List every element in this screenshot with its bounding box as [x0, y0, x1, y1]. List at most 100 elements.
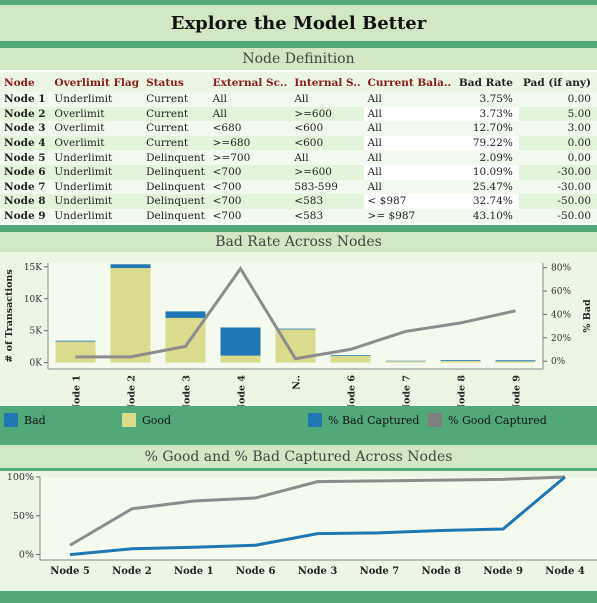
captured-chart: 0% 50% 100% Node 5 Node 2 Node 1 Node 6 Node 3 N… [7, 472, 597, 577]
y-tick-label: 5K [30, 327, 43, 337]
bar-good[interactable] [55, 341, 96, 363]
x-tick-label: Node 4 [237, 375, 248, 406]
table-cell: 0.00 [518, 135, 597, 151]
bar-good[interactable] [110, 268, 151, 363]
column-header[interactable]: Overlimit Flag [54, 77, 140, 89]
legend-item[interactable]: Good [122, 412, 171, 428]
table-cell: Delinquent [142, 150, 209, 165]
table-cell: 3.73% [454, 106, 519, 122]
node-cell: Node 8 [0, 194, 51, 209]
x-tick-label: Node 9 [483, 566, 523, 577]
column-header[interactable]: Status [146, 77, 184, 89]
table-cell: <600 [290, 135, 364, 151]
y2-tick-label: 0% [551, 357, 566, 367]
table-cell: <600 [290, 121, 364, 136]
x-tick-label: Node 4 [545, 566, 585, 577]
divider-band [0, 225, 597, 232]
table-cell: 32.74% [454, 194, 519, 209]
table-cell: Delinquent [142, 179, 209, 195]
bar-good[interactable] [440, 360, 481, 363]
table-cell: <583 [290, 194, 364, 209]
table-row: Node 7 Underlimit Delinquent <700 583-599 All… [0, 179, 597, 195]
table-row: Node 8 Underlimit Delinquent <700 <583 < $987… [0, 194, 597, 209]
legend-item[interactable]: Bad [4, 412, 46, 428]
bar-good[interactable] [385, 361, 426, 363]
title-bar: Explore the Model Better [0, 5, 597, 41]
table-cell: Delinquent [142, 208, 209, 224]
table-cell: All [363, 164, 455, 180]
x-tick-label: Node 1 [72, 375, 83, 406]
column-header[interactable]: Node [4, 77, 35, 89]
y-tick-label: 15K [24, 263, 42, 273]
table-row: Node 9 Underlimit Delinquent <700 <583 >= $98… [0, 208, 597, 224]
node-cell: Node 5 [0, 150, 51, 165]
bar-good[interactable] [220, 355, 261, 363]
bad-rate-chart: 0K 5K 10K 15K 0% 20% 40% 60% 80% # of Transaction… [4, 263, 593, 406]
y-tick-label: 0K [30, 359, 43, 369]
divider-band [0, 468, 597, 471]
good-captured-line[interactable] [69, 475, 566, 547]
bad-captured-line[interactable] [69, 475, 566, 557]
bar-bad[interactable] [165, 311, 206, 318]
table-cell: <583 [290, 208, 364, 224]
table-cell: >= $987 [363, 208, 455, 224]
bad-rate-header: Bad Rate Across Nodes [0, 232, 597, 252]
table-cell: All [290, 92, 364, 107]
node-definition-title: Node Definition [242, 51, 355, 67]
bad-rate-line[interactable] [75, 265, 516, 361]
table-cell: Current [142, 92, 209, 107]
table-cell: Current [142, 135, 209, 151]
table-row: Node 1 Underlimit Current All All All 3.75% 0.0… [0, 92, 597, 107]
divider-band [0, 41, 597, 48]
table-cell: 10.09% [454, 164, 519, 180]
legend-label: % Good Captured [448, 413, 547, 427]
bottom-band [0, 591, 597, 603]
bar-bad[interactable] [55, 340, 96, 342]
table-cell: Underlimit [50, 194, 143, 209]
bar-bad[interactable] [220, 327, 261, 356]
x-tick-label: Node 9 [512, 375, 523, 406]
table-cell: All [208, 92, 291, 107]
table-cell: -30.00 [518, 164, 597, 180]
column-header[interactable]: Pad (if any) [522, 77, 591, 89]
legend-item[interactable]: % Bad Captured [308, 412, 419, 428]
column-header[interactable]: Internal S.. [294, 77, 361, 89]
table-header-row: Node Overlimit Flag Status External Sc.. Int… [0, 72, 597, 92]
x-tick-label: Node 7 [360, 566, 400, 577]
table-cell: Current [142, 121, 209, 136]
table-cell: 12.70% [454, 121, 519, 136]
bar-bad[interactable] [330, 355, 371, 356]
table-cell: -50.00 [518, 194, 597, 209]
bar-bad[interactable] [440, 360, 481, 361]
table-cell: All [363, 92, 455, 107]
x-tick-label: Node 1 [174, 566, 214, 577]
legend-label: % Bad Captured [328, 413, 420, 427]
bar-good[interactable] [495, 361, 536, 363]
table-cell: 5.00 [518, 106, 597, 122]
table-cell: 0.00 [518, 92, 597, 107]
table-cell: All [363, 121, 455, 136]
y-axis-title: # of Transactions [4, 269, 15, 362]
column-header[interactable]: Bad Rate [458, 77, 513, 89]
bar-bad[interactable] [110, 264, 151, 269]
x-tick-label: Node 7 [402, 375, 413, 406]
node-cell: Node 1 [0, 92, 51, 107]
bar-good[interactable] [330, 355, 371, 363]
top-band [0, 0, 597, 5]
table-cell: Underlimit [50, 179, 143, 195]
table-row: Node 2 Overlimit Current All >=600 All 3.73% 5.… [0, 106, 597, 122]
column-header[interactable]: External Sc.. [212, 77, 288, 89]
table-cell: 79.22% [454, 135, 519, 151]
y-tick-label: 0% [19, 550, 34, 561]
bar-bad[interactable] [275, 328, 316, 330]
node-cell: Node 3 [0, 121, 51, 136]
column-header[interactable]: Current Bala.. [367, 77, 452, 89]
legend-item[interactable]: % Good Captured [428, 412, 547, 428]
legend-label: Good [142, 413, 172, 427]
bar-bad[interactable] [495, 360, 536, 362]
captured-title: % Good and % Bad Captured Across Nodes [144, 448, 453, 465]
divider-band [0, 433, 597, 445]
x-tick-label: Node 6 [347, 375, 358, 406]
x-tick-label: Node 8 [457, 375, 468, 406]
table-cell: All [208, 106, 291, 122]
